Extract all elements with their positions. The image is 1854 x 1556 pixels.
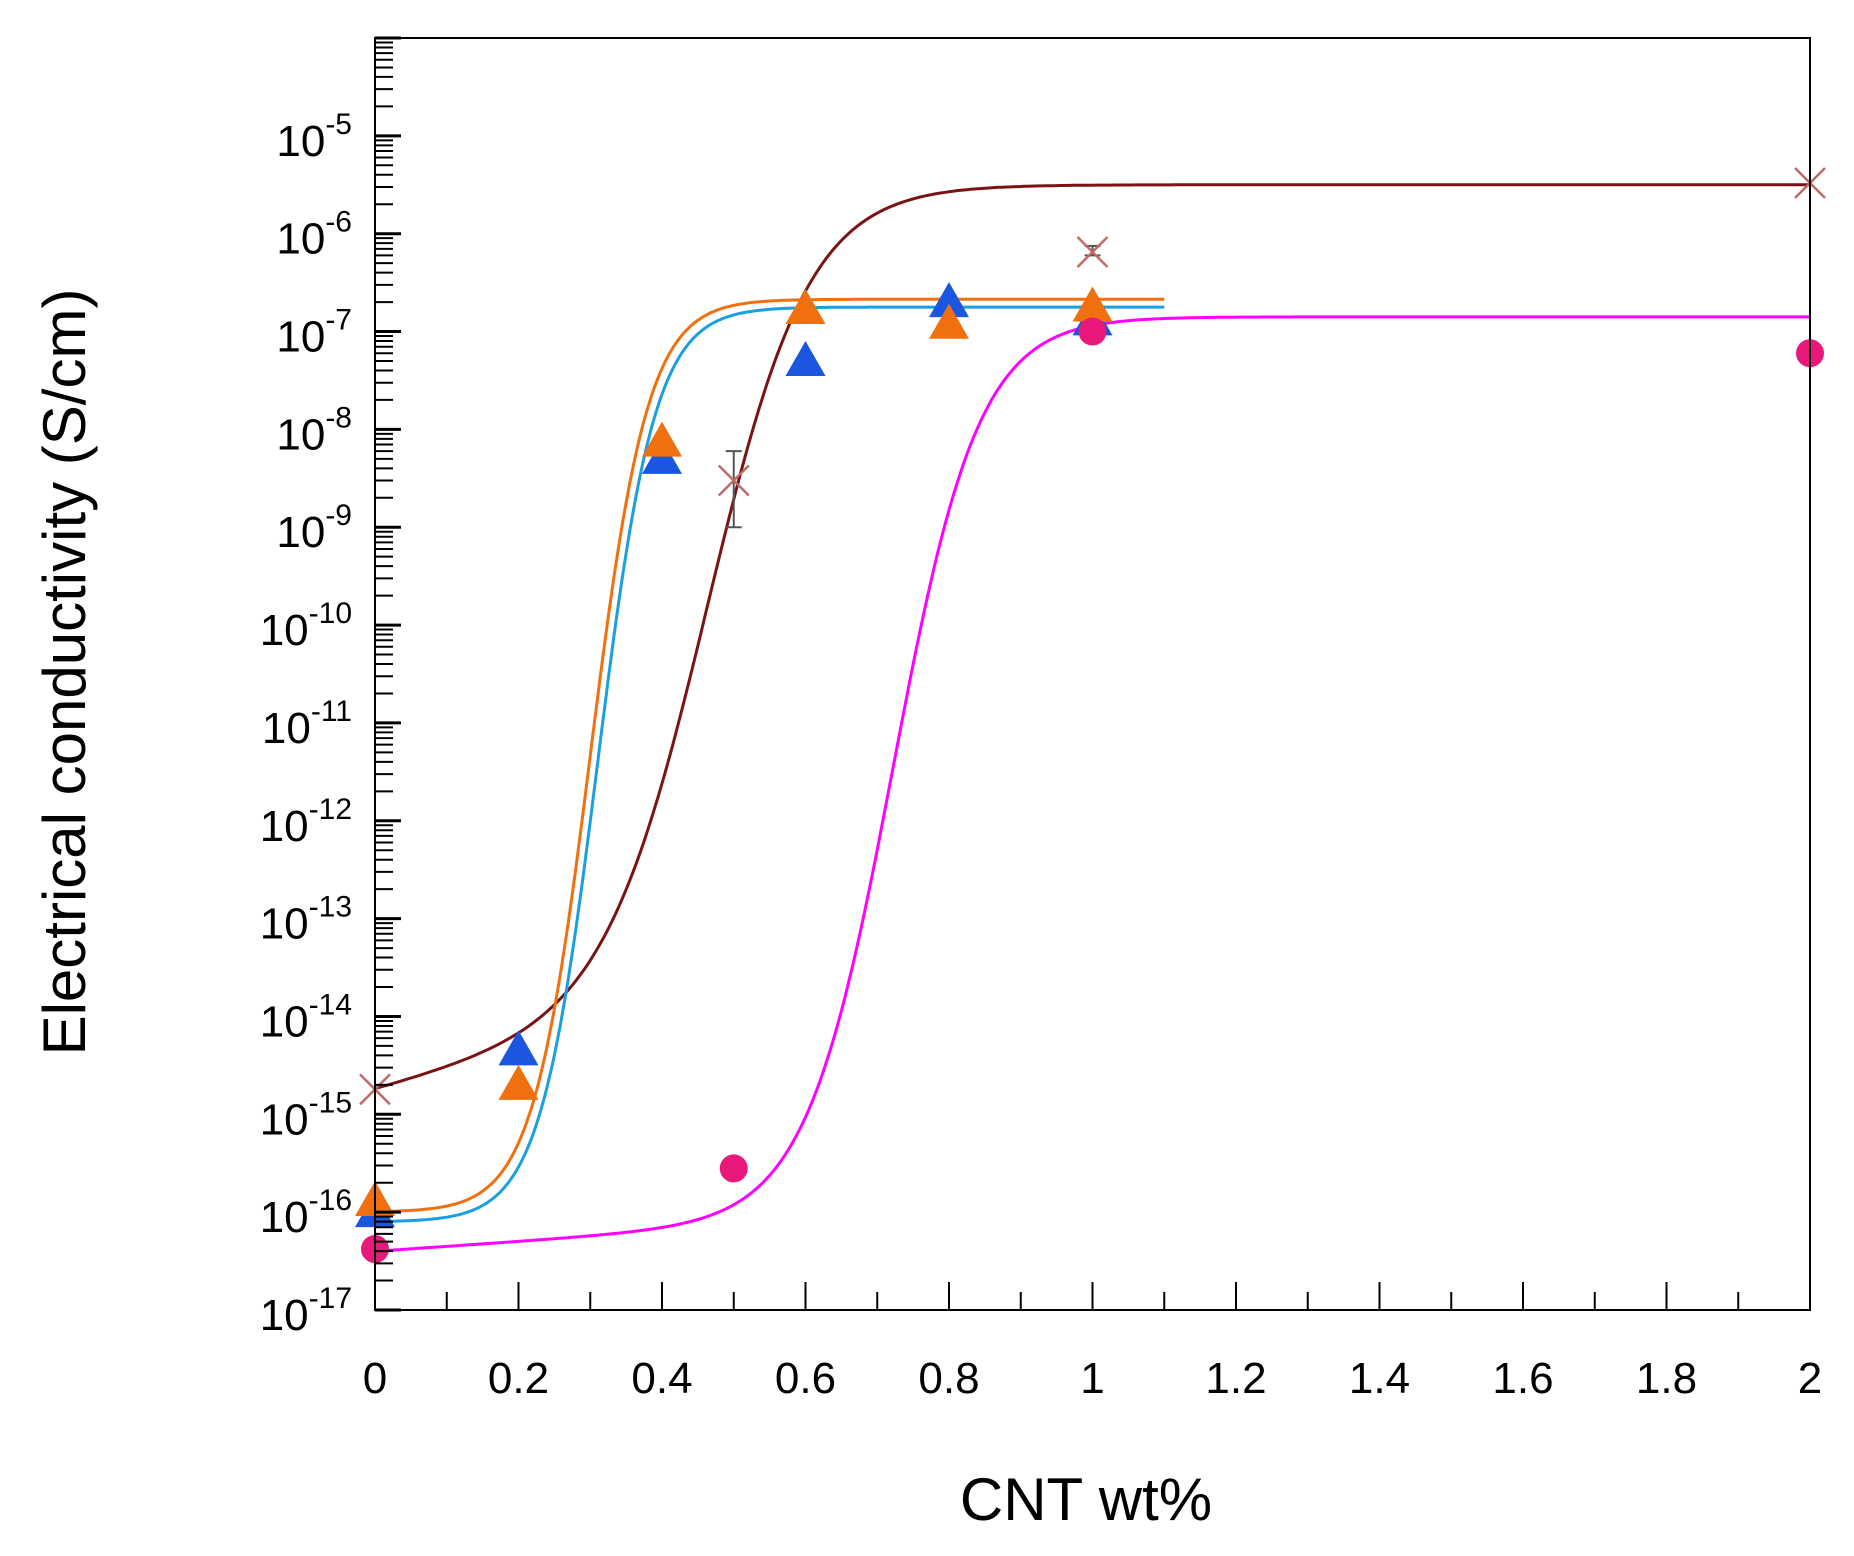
triangle-marker-3 bbox=[1072, 286, 1113, 322]
y-tick-label: 10-16 bbox=[260, 1184, 352, 1242]
y-tick-exponent: -9 bbox=[325, 499, 352, 532]
fit-curve-4 bbox=[374, 315, 1810, 1253]
y-tick-exponent: -12 bbox=[309, 793, 352, 826]
y-tick-exponent: -6 bbox=[325, 206, 352, 239]
x-axis-title: CNT wt% bbox=[960, 1466, 1212, 1533]
x-tick-label: 2 bbox=[1798, 1354, 1822, 1403]
y-tick-exponent: -14 bbox=[309, 988, 352, 1021]
y-tick-label: 10-8 bbox=[276, 401, 352, 459]
y-tick-mantissa: 10 bbox=[260, 606, 309, 655]
y-tick-mantissa: 10 bbox=[260, 802, 309, 851]
y-tick-mantissa: 10 bbox=[262, 704, 311, 753]
y-tick-label: 10-6 bbox=[276, 206, 352, 264]
y-tick-mantissa: 10 bbox=[276, 117, 325, 166]
y-tick-exponent: -17 bbox=[309, 1282, 352, 1315]
x-tick-label: 1.8 bbox=[1636, 1354, 1697, 1403]
y-tick-exponent: -11 bbox=[311, 695, 352, 728]
triangle-marker-3 bbox=[929, 303, 969, 339]
x-tick-label: 1.4 bbox=[1349, 1354, 1410, 1403]
y-tick-mantissa: 10 bbox=[276, 508, 325, 557]
axes: 10-510-610-710-810-910-1010-1110-1210-13… bbox=[260, 36, 1822, 1403]
x-tick-label: 1.2 bbox=[1205, 1354, 1266, 1403]
y-tick-label: 10-12 bbox=[260, 793, 352, 851]
triangle-marker-3 bbox=[642, 421, 682, 457]
y-tick-mantissa: 10 bbox=[260, 900, 309, 949]
y-tick-mantissa: 10 bbox=[276, 313, 325, 362]
y-tick-exponent: -13 bbox=[309, 891, 352, 924]
y-tick-exponent: -15 bbox=[309, 1086, 352, 1119]
plot-frame bbox=[374, 37, 1811, 1311]
y-tick-exponent: -5 bbox=[325, 108, 352, 141]
fit-curve-1 bbox=[374, 183, 1810, 1091]
y-tick-exponent: -8 bbox=[325, 401, 352, 434]
y-tick-mantissa: 10 bbox=[260, 1193, 309, 1242]
y-axis-title: Electrical conductivity (S/cm) bbox=[31, 289, 98, 1056]
y-tick-label: 10-13 bbox=[260, 891, 352, 949]
y-tick-label: 10-5 bbox=[276, 108, 352, 166]
x-marker-1 bbox=[1076, 236, 1109, 268]
y-tick-exponent: -7 bbox=[325, 304, 352, 337]
y-tick-label: 10-15 bbox=[260, 1086, 352, 1144]
x-tick-label: 0 bbox=[363, 1354, 387, 1403]
y-tick-mantissa: 10 bbox=[260, 997, 309, 1046]
y-tick-exponent: -16 bbox=[309, 1184, 352, 1217]
x-tick-label: 0.8 bbox=[918, 1354, 979, 1403]
x-tick-label: 0.4 bbox=[631, 1354, 692, 1403]
y-tick-mantissa: 10 bbox=[276, 215, 325, 264]
y-tick-mantissa: 10 bbox=[276, 410, 325, 459]
y-tick-label: 10-11 bbox=[262, 695, 352, 753]
y-tick-label: 10-10 bbox=[260, 597, 352, 655]
y-tick-exponent: -10 bbox=[309, 597, 352, 630]
x-marker-1 bbox=[717, 464, 750, 497]
triangle-marker-2 bbox=[929, 282, 969, 318]
y-tick-mantissa: 10 bbox=[260, 1291, 309, 1340]
circle-marker-4 bbox=[719, 1154, 748, 1183]
y-tick-label: 10-9 bbox=[276, 499, 352, 557]
fit-curve-2 bbox=[375, 305, 1165, 1223]
y-tick-mantissa: 10 bbox=[260, 1095, 309, 1144]
data-markers bbox=[355, 167, 1826, 1264]
x-tick-label: 1.6 bbox=[1492, 1354, 1553, 1403]
y-tick-label: 10-7 bbox=[276, 304, 352, 362]
triangle-marker-3 bbox=[785, 288, 826, 324]
x-tick-label: 0.2 bbox=[488, 1354, 549, 1403]
triangle-marker-2 bbox=[498, 1030, 539, 1066]
fit-curve-3 bbox=[375, 297, 1165, 1214]
x-tick-label: 1 bbox=[1080, 1354, 1104, 1403]
circle-marker-4 bbox=[1078, 317, 1107, 346]
y-tick-label: 10-17 bbox=[260, 1282, 352, 1340]
x-tick-label: 0.6 bbox=[775, 1354, 836, 1403]
triangle-marker-2 bbox=[785, 340, 826, 376]
y-tick-label: 10-14 bbox=[260, 988, 352, 1046]
triangle-marker-3 bbox=[498, 1064, 539, 1100]
